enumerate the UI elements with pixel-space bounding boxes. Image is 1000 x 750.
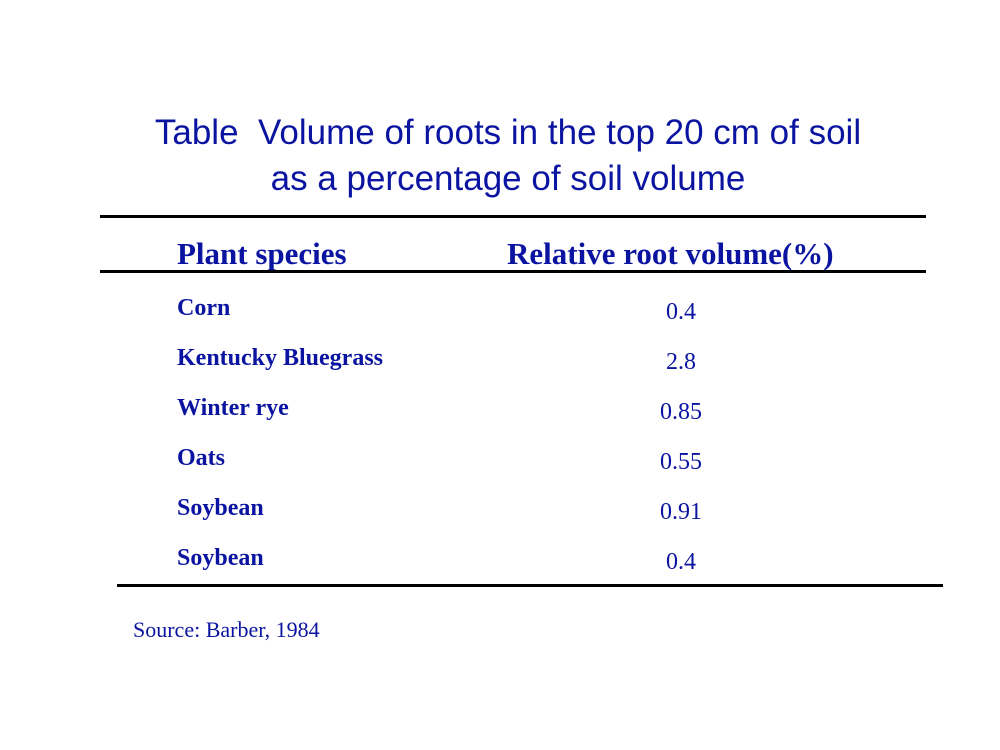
root-volume-cell: 0.91 [660,499,702,525]
table-row: Winter rye 0.85 [0,393,1000,443]
table-top-rule [100,215,926,218]
species-cell: Winter rye [177,395,289,421]
column-header-relative-root-volume: Relative root volume(%) [507,236,834,271]
table-row: Soybean 0.91 [0,493,1000,543]
table-title-line-2: as a percentage of soil volume [270,159,746,198]
column-header-plant-species: Plant species [177,236,347,271]
table-title: Table Volume of roots in the top 20 cm o… [60,110,956,202]
species-cell: Oats [177,445,225,471]
table-row: Oats 0.55 [0,443,1000,493]
species-cell: Soybean [177,545,264,571]
species-cell: Soybean [177,495,264,521]
source-citation: Source: Barber, 1984 [133,617,320,642]
table-row: Corn 0.4 [0,293,1000,343]
table-row: Kentucky Bluegrass 2.8 [0,343,1000,393]
species-cell: Corn [177,295,231,321]
root-volume-cell: 2.8 [666,349,696,375]
root-volume-cell: 0.4 [666,299,696,325]
table-row: Soybean 0.4 [0,543,1000,593]
root-volume-cell: 0.4 [666,549,696,575]
species-cell: Kentucky Bluegrass [177,345,384,371]
root-volume-cell: 0.85 [660,399,702,425]
table-title-line-1: Table Volume of roots in the top 20 cm o… [154,113,862,152]
table-header-rule [100,270,926,273]
root-volume-cell: 0.55 [660,449,702,475]
table-bottom-rule [117,584,943,587]
